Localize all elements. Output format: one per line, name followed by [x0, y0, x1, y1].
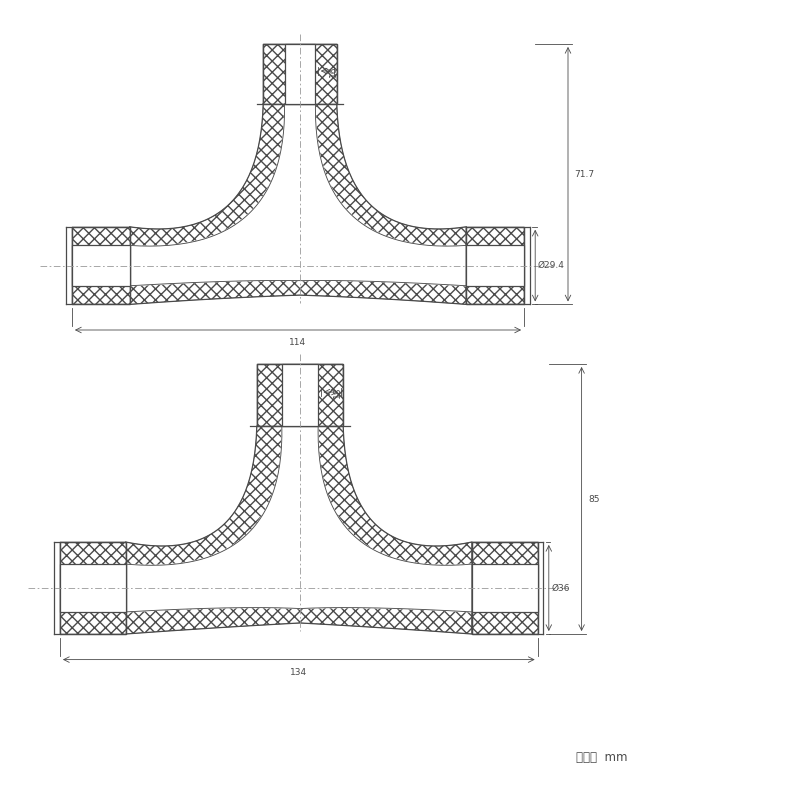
Bar — [72, 227, 130, 304]
Polygon shape — [130, 104, 466, 286]
Text: Ø36: Ø36 — [551, 583, 570, 593]
Bar — [60, 564, 126, 612]
Bar — [72, 227, 130, 304]
Bar — [472, 542, 538, 634]
Bar — [263, 44, 337, 104]
Text: 134: 134 — [290, 667, 307, 677]
Text: 18: 18 — [333, 386, 342, 398]
Bar — [472, 542, 538, 634]
Bar — [60, 542, 126, 634]
Bar — [257, 364, 343, 426]
Bar — [466, 246, 524, 286]
Bar — [282, 364, 318, 426]
Bar — [257, 364, 343, 426]
Text: 114: 114 — [290, 338, 306, 347]
Polygon shape — [126, 426, 472, 612]
Text: Ø29.4: Ø29.4 — [538, 261, 565, 270]
Polygon shape — [130, 104, 466, 304]
Text: 16: 16 — [329, 66, 338, 77]
Bar — [263, 44, 337, 104]
Bar — [472, 564, 538, 612]
Polygon shape — [126, 426, 472, 634]
Bar — [60, 542, 126, 634]
Bar — [466, 227, 524, 304]
Bar — [466, 227, 524, 304]
Text: 71.7: 71.7 — [574, 170, 594, 178]
Bar — [72, 246, 130, 286]
Text: 85: 85 — [588, 494, 599, 503]
Bar — [285, 44, 315, 104]
Text: 单位：  mm: 单位： mm — [576, 751, 627, 764]
